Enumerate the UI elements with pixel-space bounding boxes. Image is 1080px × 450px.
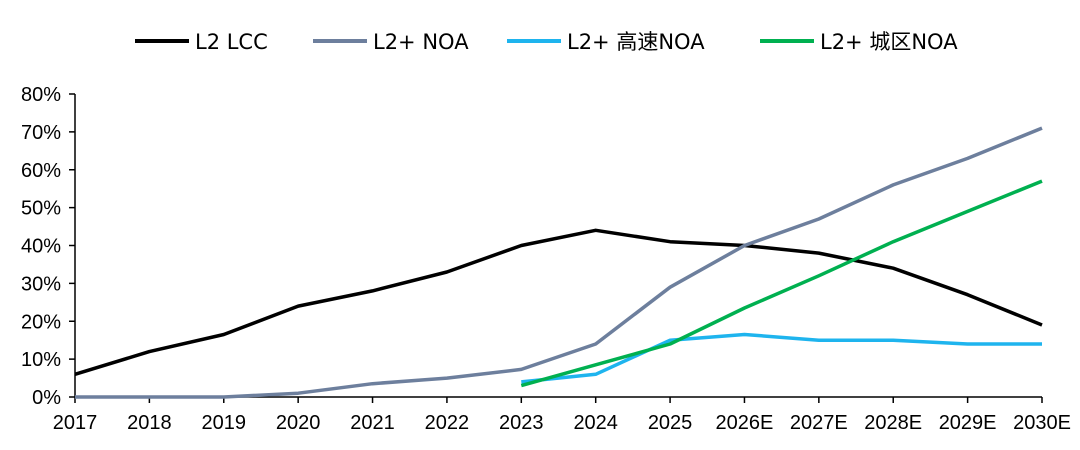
x-tick-label: 2029E: [939, 412, 997, 434]
y-tick-label: 0%: [32, 387, 61, 409]
x-tick-label: 2027E: [790, 412, 848, 434]
y-tick-label: 80%: [21, 84, 61, 106]
legend-item-1: L2+ NOA: [313, 30, 469, 54]
x-tick-label: 2028E: [864, 412, 922, 434]
x-tick-label: 2017: [53, 412, 98, 434]
series-line-2: [521, 332, 1042, 384]
x-tick-label: 2021: [350, 412, 395, 434]
legend-label: L2+ 高速NOA: [567, 30, 705, 54]
x-tick-label: 2019: [202, 412, 247, 434]
x-tick-label: 2024: [573, 412, 618, 434]
x-tick-label: 2018: [127, 412, 172, 434]
y-tick-label: 30%: [21, 273, 61, 295]
chart-legend: L2 LCC L2+ NOA L2+ 高速NOA L2+ 城区NOA: [135, 30, 958, 54]
legend-label: L2+ NOA: [373, 30, 469, 54]
series-line-0: [74, 228, 1043, 376]
legend-item-0: L2 LCC: [135, 30, 268, 54]
chart-series: [74, 126, 1043, 399]
y-tick-label: 50%: [21, 198, 61, 220]
legend-label: L2+ 城区NOA: [820, 30, 958, 54]
x-tick-label: 2022: [425, 412, 470, 434]
legend-item-3: L2+ 城区NOA: [760, 30, 958, 54]
legend-item-2: L2+ 高速NOA: [507, 30, 705, 54]
y-tick-label: 20%: [21, 311, 61, 333]
y-tick-label: 70%: [21, 122, 61, 144]
x-tick-label: 2023: [499, 412, 544, 434]
x-tick-label: 2026E: [716, 412, 774, 434]
legend-label: L2 LCC: [195, 30, 268, 54]
x-tick-label: 2025: [648, 412, 693, 434]
y-tick-label: 40%: [21, 236, 61, 258]
y-tick-label: 60%: [21, 160, 61, 182]
series-line-1: [75, 126, 1043, 399]
chart-axes: 0% 10% 20% 30% 40% 50% 60% 70% 80% 2017 2018 2019 20…: [21, 84, 1071, 434]
x-tick-label: 2030E: [1013, 412, 1071, 434]
series-line-3: [520, 179, 1043, 388]
x-tick-label: 2020: [276, 412, 321, 434]
y-tick-label: 10%: [21, 349, 61, 371]
